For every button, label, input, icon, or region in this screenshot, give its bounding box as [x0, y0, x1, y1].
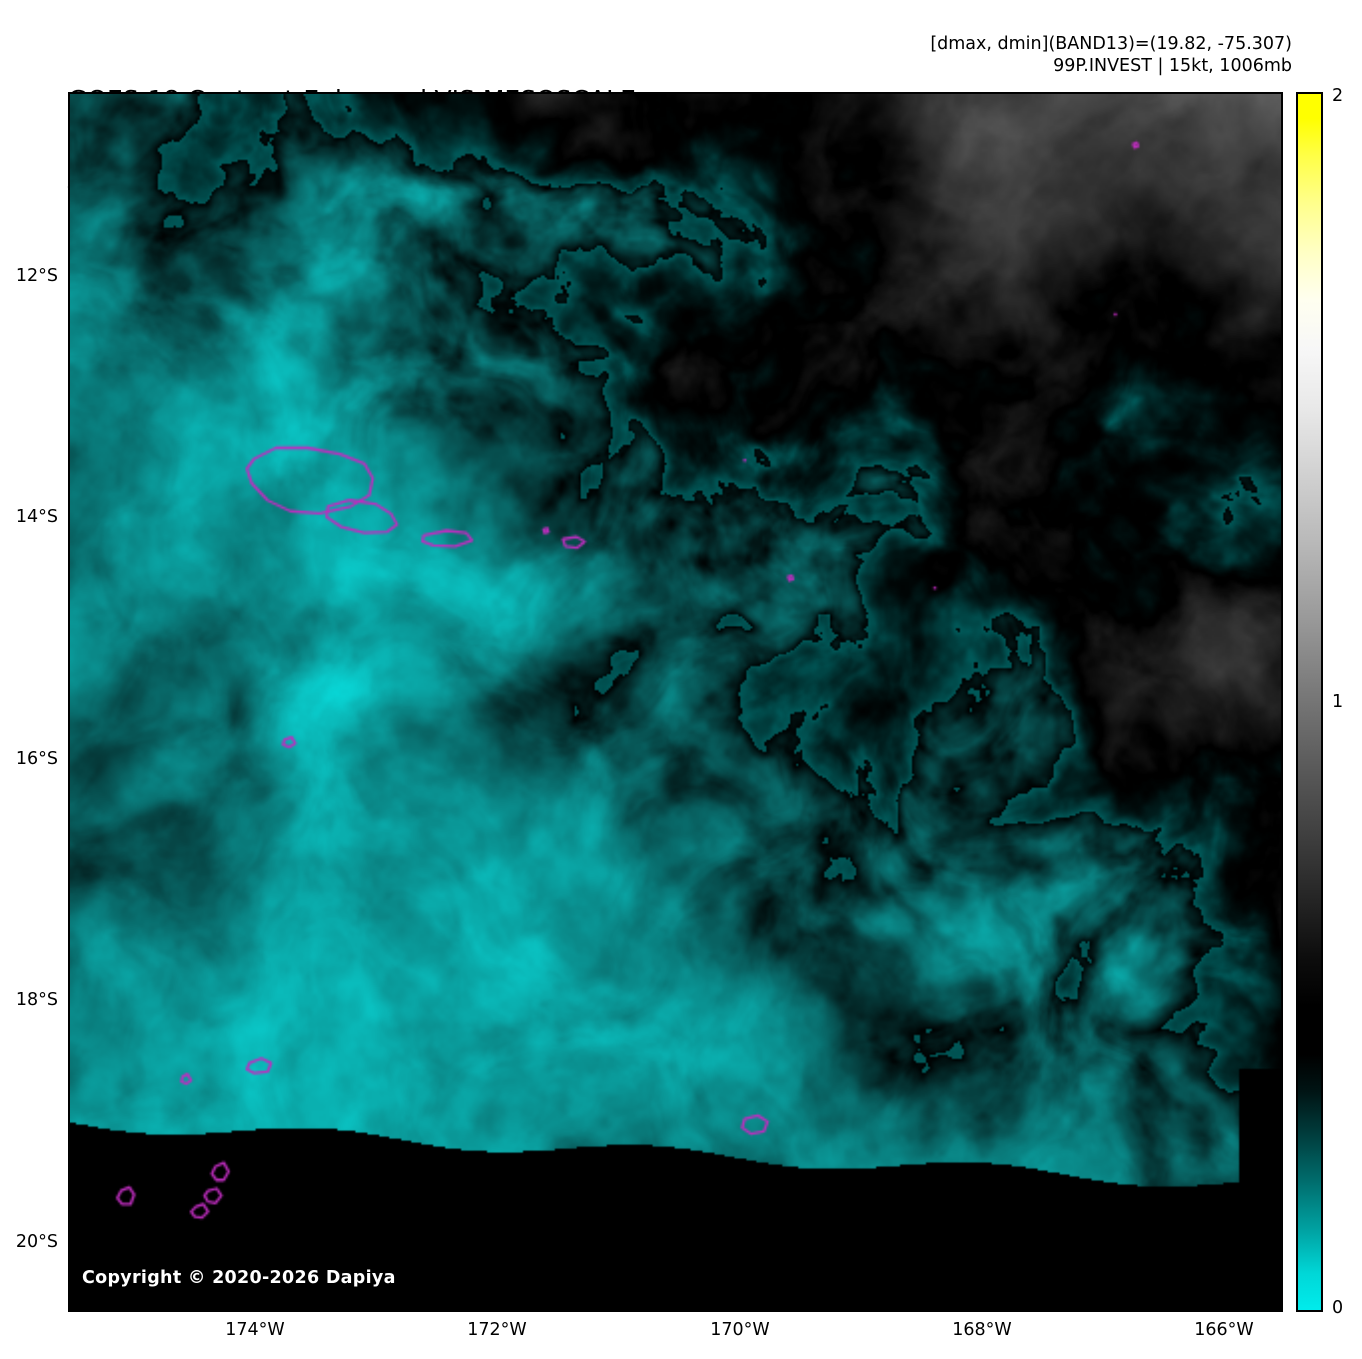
colorbar-tick-0: 0: [1332, 1298, 1344, 1318]
x-axis-tick-166w: 166°W: [1194, 1320, 1254, 1340]
colorbar-tick-2: 2: [1332, 86, 1344, 106]
storm-info-label: 99P.INVEST | 15kt, 1006mb: [1053, 56, 1292, 76]
colorbar-tick-1: 1: [1332, 692, 1344, 712]
x-axis-tick-170w: 170°W: [710, 1320, 770, 1340]
data-range-label: [dmax, dmin](BAND13)=(19.82, -75.307): [930, 34, 1292, 54]
header-info-block: [dmax, dmin](BAND13)=(19.82, -75.307) 99…: [930, 33, 1292, 77]
x-axis-tick-168w: 168°W: [952, 1320, 1012, 1340]
satellite-imagery-canvas: [70, 94, 1281, 1310]
y-axis-tick-18s: 18°S: [15, 990, 58, 1010]
y-axis-tick-20s: 20°S: [15, 1232, 58, 1252]
x-axis-tick-172w: 172°W: [467, 1320, 527, 1340]
y-axis-tick-16s: 16°S: [15, 749, 58, 769]
x-axis-tick-174w: 174°W: [225, 1320, 285, 1340]
satellite-image-plot[interactable]: Copyright © 2020-2026 Dapiya: [68, 92, 1283, 1312]
copyright-label: Copyright © 2020-2026 Dapiya: [82, 1268, 396, 1288]
colorbar[interactable]: [1296, 92, 1323, 1312]
y-axis-tick-12s: 12°S: [15, 266, 58, 286]
y-axis-tick-14s: 14°S: [15, 507, 58, 527]
